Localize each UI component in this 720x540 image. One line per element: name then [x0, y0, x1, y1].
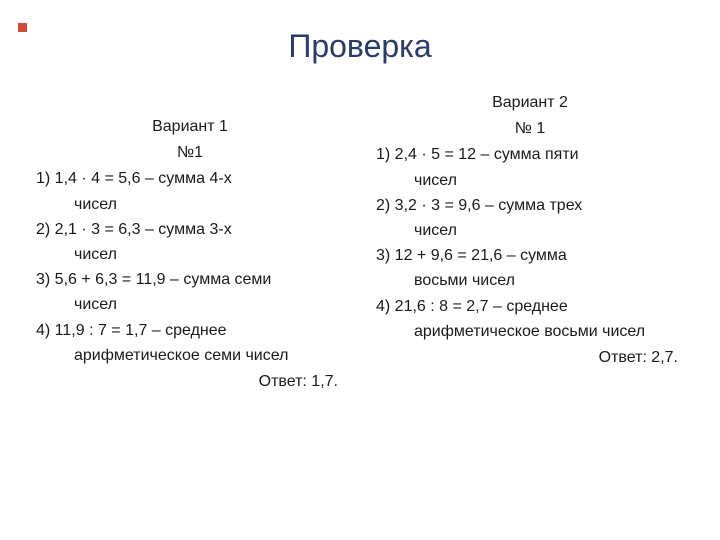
v1-step-3: 3) 5,6 + 6,3 = 11,9 – сумма семи	[36, 268, 350, 291]
v1-step-2: 2) 2,1 · 3 = 6,3 – сумма 3-х	[36, 218, 350, 241]
v1-answer: Ответ: 1,7.	[30, 370, 350, 393]
page-title: Проверка	[0, 0, 720, 85]
variant-1-label: Вариант 1	[30, 115, 350, 138]
v1-step-1-cont: чисел	[30, 193, 350, 216]
v2-step-3: 3) 12 + 9,6 = 21,6 – сумма	[376, 244, 690, 267]
variant-2-problem-number: № 1	[370, 117, 690, 140]
v2-step-2-cont: чисел	[370, 219, 690, 242]
variant-2-label: Вариант 2	[370, 91, 690, 114]
column-variant-1: Вариант 1 №1 1) 1,4 · 4 = 5,6 – сумма 4-…	[30, 85, 350, 393]
v2-step-1-cont: чисел	[370, 169, 690, 192]
variant-1-problem-number: №1	[30, 141, 350, 164]
v2-step-2: 2) 3,2 · 3 = 9,6 – сумма трех	[376, 194, 690, 217]
v1-step-4: 4) 11,9 : 7 = 1,7 – среднее	[36, 319, 350, 342]
v2-step-1: 1) 2,4 · 5 = 12 – сумма пяти	[376, 143, 690, 166]
accent-square	[18, 23, 27, 32]
v1-step-2-cont: чисел	[30, 243, 350, 266]
v2-step-3-cont: восьми чисел	[370, 269, 690, 292]
v2-step-4-cont: арифметическое восьми чисел	[370, 320, 690, 343]
content-columns: Вариант 1 №1 1) 1,4 · 4 = 5,6 – сумма 4-…	[0, 85, 720, 393]
v1-step-3-cont: чисел	[30, 293, 350, 316]
v1-step-4-cont: арифметическое семи чисел	[30, 344, 350, 367]
v2-answer: Ответ: 2,7.	[370, 346, 690, 369]
v2-step-4: 4) 21,6 : 8 = 2,7 – среднее	[376, 295, 690, 318]
column-variant-2: Вариант 2 № 1 1) 2,4 · 5 = 12 – сумма пя…	[370, 85, 690, 393]
v1-step-1: 1) 1,4 · 4 = 5,6 – сумма 4-х	[36, 167, 350, 190]
